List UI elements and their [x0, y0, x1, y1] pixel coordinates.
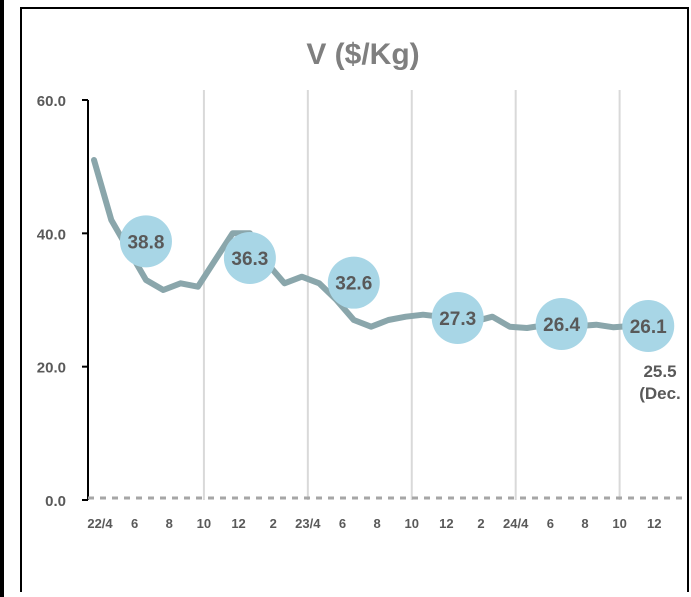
- bubble-label: 27.3: [439, 309, 476, 330]
- y-tick-labels: 0.0 20.0 40.0 60.0: [37, 93, 88, 510]
- chart-frame: [20, 7, 689, 592]
- value-bubble: [622, 300, 675, 352]
- annotation-value: 25.5: [643, 362, 676, 381]
- chart-title: V ($/Kg): [306, 38, 419, 71]
- y-tick-label: 0.0: [45, 493, 66, 510]
- y-tick-label: 40.0: [37, 226, 66, 243]
- x-tick-label: 8: [581, 516, 588, 531]
- x-tick-label: 8: [166, 516, 173, 531]
- x-tick-label: 12: [439, 516, 453, 531]
- value-bubble: [119, 215, 172, 268]
- y-tick-label: 60.0: [37, 93, 66, 110]
- x-tick-label: 8: [374, 516, 381, 531]
- x-tick-label: 22/4: [87, 516, 113, 531]
- value-bubble: [431, 292, 484, 344]
- gridlines: [202, 90, 621, 500]
- bubble-label: 26.1: [630, 317, 667, 338]
- left-border-strip: [0, 0, 4, 597]
- x-tick-label: 10: [197, 516, 211, 531]
- bubble-label: 32.6: [335, 274, 372, 295]
- bubble-label: 26.4: [543, 315, 580, 336]
- x-tick-label: 6: [131, 516, 138, 531]
- x-tick-label: 10: [405, 516, 419, 531]
- x-tick-label: 2: [477, 516, 484, 531]
- x-tick-labels: 22/4 6 8 10 12 2 23/4 6 8 10 12 2 24/4 6 8 10 12: [87, 516, 661, 531]
- x-tick-label: 10: [612, 516, 626, 531]
- value-bubble: [327, 256, 380, 309]
- x-tick-label: 2: [270, 516, 277, 531]
- x-tick-label: 6: [339, 516, 346, 531]
- value-bubble: [535, 298, 588, 350]
- value-bubbles: 38.8 36.3 32.6 27.3 26.4 26.1: [119, 215, 675, 352]
- x-tick-label: 12: [231, 516, 245, 531]
- x-tick-label: 6: [547, 516, 554, 531]
- bubble-label: 36.3: [231, 249, 268, 270]
- annotation-label: (Dec.: [639, 384, 681, 403]
- x-tick-label: 23/4: [295, 516, 321, 531]
- x-tick-label: 12: [647, 516, 661, 531]
- bubble-label: 38.8: [127, 232, 164, 253]
- y-tick-label: 20.0: [37, 360, 66, 377]
- x-tick-label: 24/4: [503, 516, 529, 531]
- value-bubble: [223, 232, 276, 284]
